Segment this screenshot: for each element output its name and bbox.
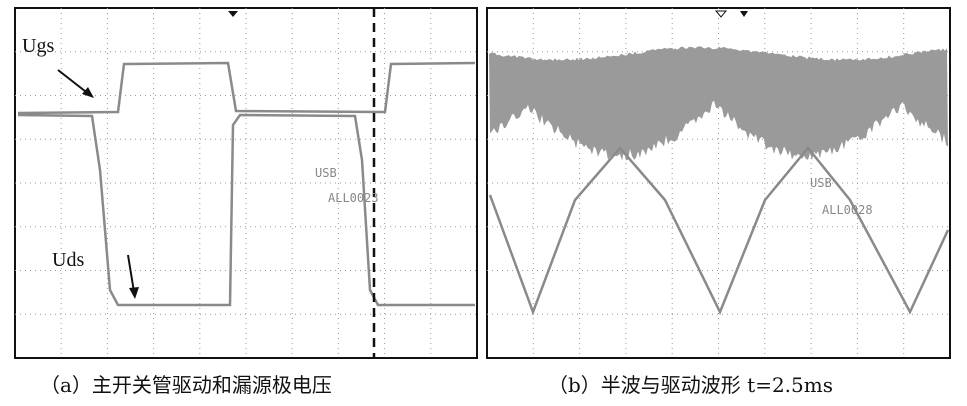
caption: （a）主开关管驱动和漏源极电压 bbox=[40, 373, 332, 397]
scope-text: ALL0023 bbox=[328, 191, 379, 205]
panel-b: USB ALL0028 （b）半波与驱动波形 t=2.5ms bbox=[487, 8, 950, 397]
caption: （b）半波与驱动波形 t=2.5ms bbox=[548, 373, 833, 397]
scope-text: USB bbox=[810, 176, 832, 190]
scope-text: ALL0028 bbox=[822, 203, 873, 217]
panel-a: Ugs Uds USB ALL0023 （a）主开关管驱动和漏源极电压 bbox=[15, 8, 477, 397]
figure: Ugs Uds USB ALL0023 （a）主开关管驱动和漏源极电压 USB … bbox=[0, 0, 967, 406]
ugs-label: Ugs bbox=[22, 35, 54, 57]
uds-label: Uds bbox=[52, 249, 84, 271]
scope-text: USB bbox=[315, 166, 337, 180]
